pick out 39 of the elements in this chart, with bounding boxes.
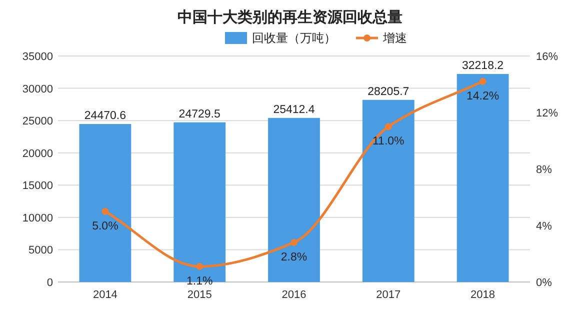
y-tick-label: 30000	[22, 83, 53, 96]
data-label: 28205.7	[368, 86, 410, 98]
y2-tick-label: 4%	[536, 220, 552, 232]
data-label: 32218.2	[462, 60, 504, 72]
data-label: 14.2%	[466, 90, 500, 102]
y2-tick-label: 16%	[536, 51, 558, 63]
point	[290, 238, 298, 246]
y-tick-label: 10000	[22, 212, 53, 224]
point	[384, 123, 392, 130]
y2-tick-label: 0%	[536, 277, 552, 289]
y-tick-label: 5000	[28, 244, 53, 257]
data-label: 24729.5	[178, 108, 220, 120]
chart-title: 中国十大类别的再生资源回收总量	[178, 9, 402, 26]
data-label: 24470.6	[84, 110, 126, 122]
point	[102, 208, 109, 215]
data-label: 5.0%	[92, 220, 118, 232]
legend-label: 回收量（万吨）	[252, 31, 336, 45]
y-tick-label: 15000	[22, 180, 53, 192]
x-tick-label: 2015	[187, 289, 212, 301]
point	[196, 262, 204, 270]
y-tick-label: 25000	[22, 116, 53, 128]
x-tick-label: 2017	[376, 289, 401, 301]
y2-tick-label: 8%	[536, 164, 552, 176]
data-label: 11.0%	[372, 136, 404, 148]
data-label: 25412.4	[273, 104, 316, 116]
point	[479, 78, 486, 85]
bar	[79, 124, 132, 282]
x-tick-label: 2016	[282, 289, 306, 301]
bar	[268, 118, 320, 282]
legend-label: 增速	[382, 31, 407, 45]
y2-tick-label: 12%	[536, 108, 558, 120]
bar	[456, 74, 509, 282]
bar	[362, 100, 414, 282]
y-tick-label: 35000	[22, 51, 53, 63]
data-label: 2.8%	[280, 251, 308, 264]
x-tick-label: 2014	[92, 289, 118, 301]
y-tick-label: 0	[46, 277, 53, 289]
x-tick-label: 2018	[470, 289, 496, 301]
y-tick-label: 20000	[22, 148, 53, 160]
